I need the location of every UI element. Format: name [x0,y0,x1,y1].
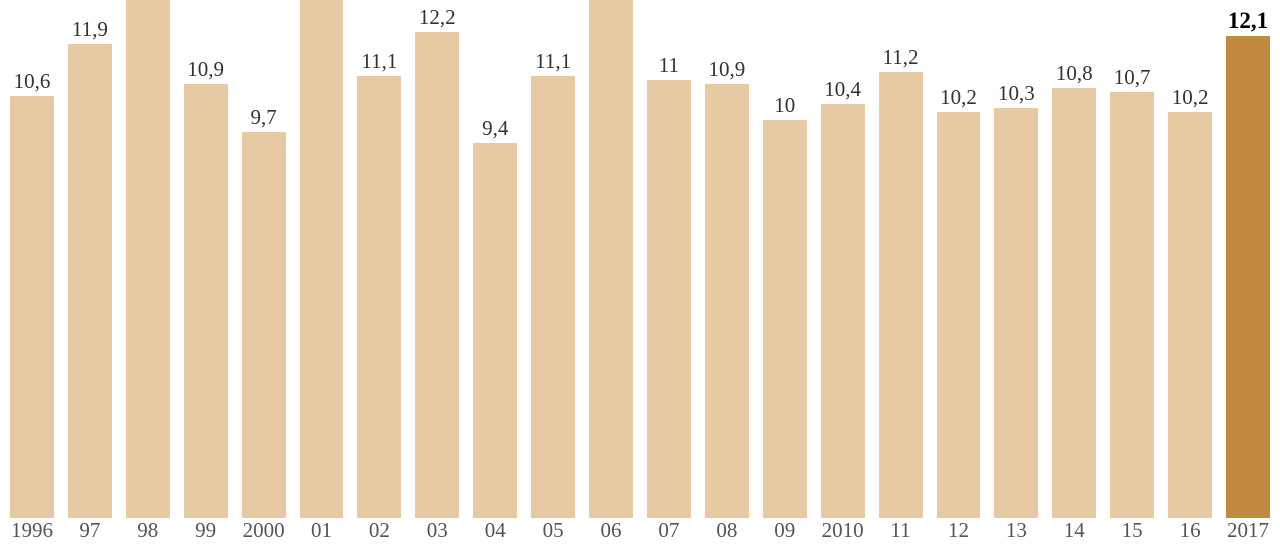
bar-slot: 10,2 [1168,0,1212,518]
x-axis-label: 06 [589,518,633,548]
bar-slot: 12,5 [126,0,170,518]
bar-slot: 10,7 [1110,0,1154,518]
bar-value-label: 10,4 [824,77,861,102]
bar-slot: 11,1 [357,0,401,518]
bar-value-label: 11,2 [883,45,919,70]
bar [300,0,344,518]
bar-value-label: 12,2 [419,5,456,30]
bar-value-label: 10,7 [1114,65,1151,90]
bar-value-label: 9,7 [250,105,276,130]
plot-area: 10,6 11,9 12,5 10,9 9,7 11,1 12,2 9,4 11,1 11 10,9… [0,0,1280,518]
bar-slot: 10,3 [994,0,1038,518]
bar-slot: 9,4 [473,0,517,518]
bar-value-label: 11,1 [535,49,571,74]
x-axis-label: 98 [126,518,170,548]
bar-slot: 10,2 [937,0,981,518]
bar [531,76,575,518]
bar [994,108,1038,518]
bar-value-label: 9,4 [482,116,508,141]
x-axis-label: 03 [415,518,459,548]
bar [184,84,228,518]
x-axis-label: 08 [705,518,749,548]
bar-slot: 9,7 [242,0,286,518]
x-axis-label: 2010 [821,518,865,548]
bar-slot: 10,9 [705,0,749,518]
x-axis-label: 2017 [1226,518,1270,548]
bar [10,96,54,518]
bar-chart: 10,6 11,9 12,5 10,9 9,7 11,1 12,2 9,4 11,1 11 10,9… [0,0,1280,548]
bar-slot: 11,1 [531,0,575,518]
bar-value-label: 10,9 [187,57,224,82]
bar [705,84,749,518]
bar [473,143,517,518]
x-axis-label: 1996 [10,518,54,548]
x-axis-label: 09 [763,518,807,548]
bar [937,112,981,518]
x-axis-label: 12 [937,518,981,548]
bar [589,0,633,518]
bar [126,0,170,518]
x-axis-label: 02 [357,518,401,548]
bar-value-label: 10,2 [940,85,977,110]
x-axis-label: 97 [68,518,112,548]
bar-value-label: 11 [659,53,679,78]
bar [357,76,401,518]
x-axis-label: 01 [300,518,344,548]
bar-value-label: 10,6 [14,69,51,94]
bar [68,44,112,518]
bar [879,72,923,518]
bar [1110,92,1154,518]
bar-slot: 12,2 [415,0,459,518]
x-axis-label: 11 [879,518,923,548]
bar-value-label: 11,1 [361,49,397,74]
bar-slot: 11,9 [68,0,112,518]
bar-highlight [1226,36,1270,518]
x-axis-label: 07 [647,518,691,548]
x-axis-label: 04 [473,518,517,548]
bar [242,132,286,519]
bar [1052,88,1096,518]
bar [1168,112,1212,518]
bar-value-label: 10,3 [998,81,1035,106]
bar-value-label: 10,8 [1056,61,1093,86]
bar-value-label: 10,2 [1172,85,1209,110]
bar-slot: 11,2 [879,0,923,518]
bar-slot: 10,9 [184,0,228,518]
bar-value-label: 10,9 [708,57,745,82]
x-axis: 1996 97 98 99 2000 01 02 03 04 05 06 07 08 09 2010 11 12… [0,518,1280,548]
x-axis-label: 05 [531,518,575,548]
bar-slot: 10,8 [1052,0,1096,518]
bar [647,80,691,518]
bar-slot [300,0,344,518]
x-axis-label: 2000 [242,518,286,548]
bar-slot: 11 [647,0,691,518]
x-axis-label: 99 [184,518,228,548]
x-axis-label: 14 [1052,518,1096,548]
x-axis-label: 15 [1110,518,1154,548]
bar [415,32,459,518]
bar-value-label: 10 [774,93,795,118]
x-axis-label: 13 [994,518,1038,548]
bar-slot: 10,6 [10,0,54,518]
bar-value-label: 12,1 [1228,8,1268,34]
x-axis-label: 16 [1168,518,1212,548]
bar [821,104,865,518]
bar-slot [589,0,633,518]
bar [763,120,807,518]
bar-slot: 10 [763,0,807,518]
bar-slot: 12,1 [1226,0,1270,518]
bar-slot: 10,4 [821,0,865,518]
bar-value-label: 11,9 [72,17,108,42]
